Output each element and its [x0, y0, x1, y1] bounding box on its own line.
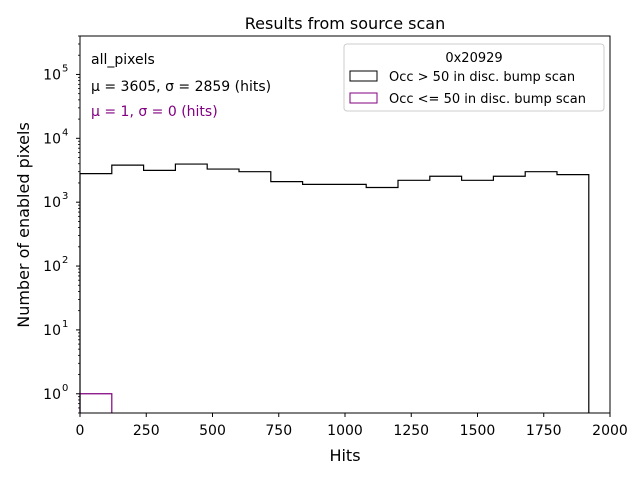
y-tick-label: 10: [43, 323, 61, 339]
series-layer: [79, 163, 590, 413]
y-tick-label: 10: [43, 131, 61, 147]
y-tick-exponent: 5: [62, 63, 68, 74]
x-tick-label: 1250: [393, 423, 429, 439]
y-tick-label: 10: [43, 195, 61, 211]
y-tick-exponent: 3: [62, 191, 68, 202]
series-1-outline: [79, 393, 113, 413]
legend-swatch-high: [349, 70, 378, 82]
x-tick-label: 500: [199, 423, 226, 439]
annotations: all_pixels μ = 3605, σ = 2859 (hits) μ =…: [91, 52, 271, 120]
x-tick-label: 1500: [460, 423, 496, 439]
chart-title: Results from source scan: [245, 14, 445, 33]
x-tick-label: 250: [133, 423, 160, 439]
y-tick-exponent: 2: [62, 255, 68, 266]
annotation-stats-main: μ = 3605, σ = 2859 (hits): [91, 79, 271, 95]
legend-title: 0x20929: [445, 51, 502, 66]
legend-label-high: Occ > 50 in disc. bump scan: [389, 70, 575, 85]
legend-label-low: Occ <= 50 in disc. bump scan: [389, 92, 586, 107]
y-axis-label: Number of enabled pixels: [14, 122, 33, 328]
y-tick-exponent: 1: [62, 319, 68, 330]
y-tick-label: 10: [43, 259, 61, 275]
annotation-dataset: all_pixels: [91, 52, 155, 68]
legend: 0x20929 Occ > 50 in disc. bump scan Occ …: [343, 43, 605, 112]
x-tick-label: 1750: [526, 423, 562, 439]
x-tick-label: 0: [76, 423, 85, 439]
x-tick-label: 1000: [327, 423, 363, 439]
series-0-outline: [79, 163, 590, 413]
y-tick-label: 10: [43, 67, 61, 83]
x-tick-label: 750: [265, 423, 292, 439]
y-tick-label: 10: [43, 387, 61, 403]
legend-box: [343, 43, 605, 112]
x-axis: 0 250 500 750 1000 1250 1500 1750 2000: [76, 413, 628, 439]
annotation-stats-low: μ = 1, σ = 0 (hits): [91, 104, 218, 120]
x-tick-label: 2000: [592, 423, 628, 439]
y-tick-exponent: 0: [62, 383, 68, 394]
y-tick-exponent: 4: [62, 127, 68, 138]
x-axis-label: Hits: [329, 446, 360, 465]
legend-swatch-low: [349, 92, 378, 104]
